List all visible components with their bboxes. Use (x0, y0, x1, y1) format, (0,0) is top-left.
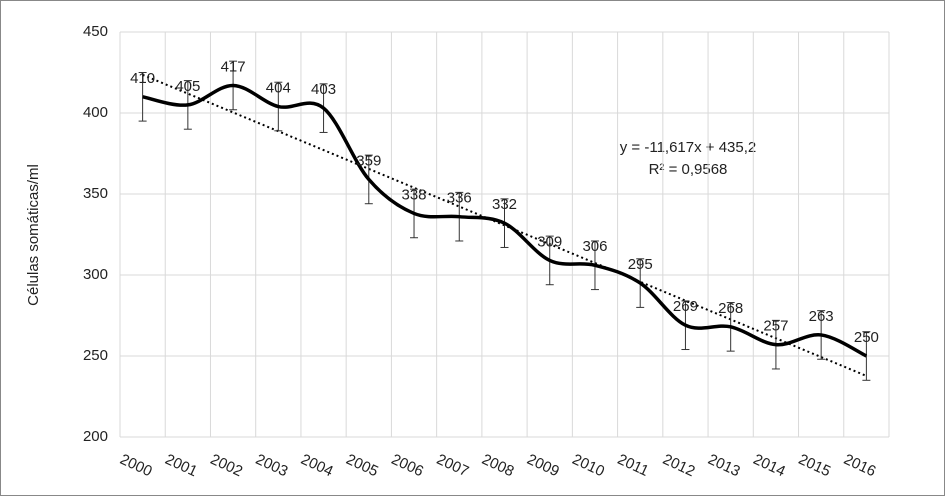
data-label: 250 (854, 329, 879, 346)
y-axis-title: Células somáticas/ml (25, 164, 42, 306)
data-label: 338 (402, 186, 427, 203)
trend-equation: y = -11,617x + 435,2 (620, 139, 757, 156)
data-label: 306 (582, 238, 607, 255)
data-label: 257 (763, 318, 788, 335)
data-label: 405 (175, 78, 200, 95)
line (142, 83, 868, 358)
data-label: 269 (673, 298, 698, 315)
y-tick-label: 400 (83, 104, 108, 121)
data-label: 295 (628, 256, 653, 273)
data-label: 417 (221, 58, 246, 75)
y-tick-label: 300 (83, 266, 108, 283)
data-label: 359 (356, 152, 381, 169)
y-tick-label: 250 (83, 347, 108, 364)
data-label: 332 (492, 196, 517, 213)
data-label: 404 (266, 79, 291, 96)
data-label: 268 (718, 300, 743, 317)
data-label: 403 (311, 81, 336, 98)
data-label: 410 (130, 70, 155, 87)
trend-r2: R² = 0,9568 (649, 161, 728, 178)
y-tick-label: 450 (83, 23, 108, 40)
y-tick-label: 200 (83, 428, 108, 445)
data-label: 309 (537, 233, 562, 250)
y-tick-label: 350 (83, 185, 108, 202)
data-label: 336 (447, 190, 472, 207)
data-label: 263 (809, 308, 834, 325)
